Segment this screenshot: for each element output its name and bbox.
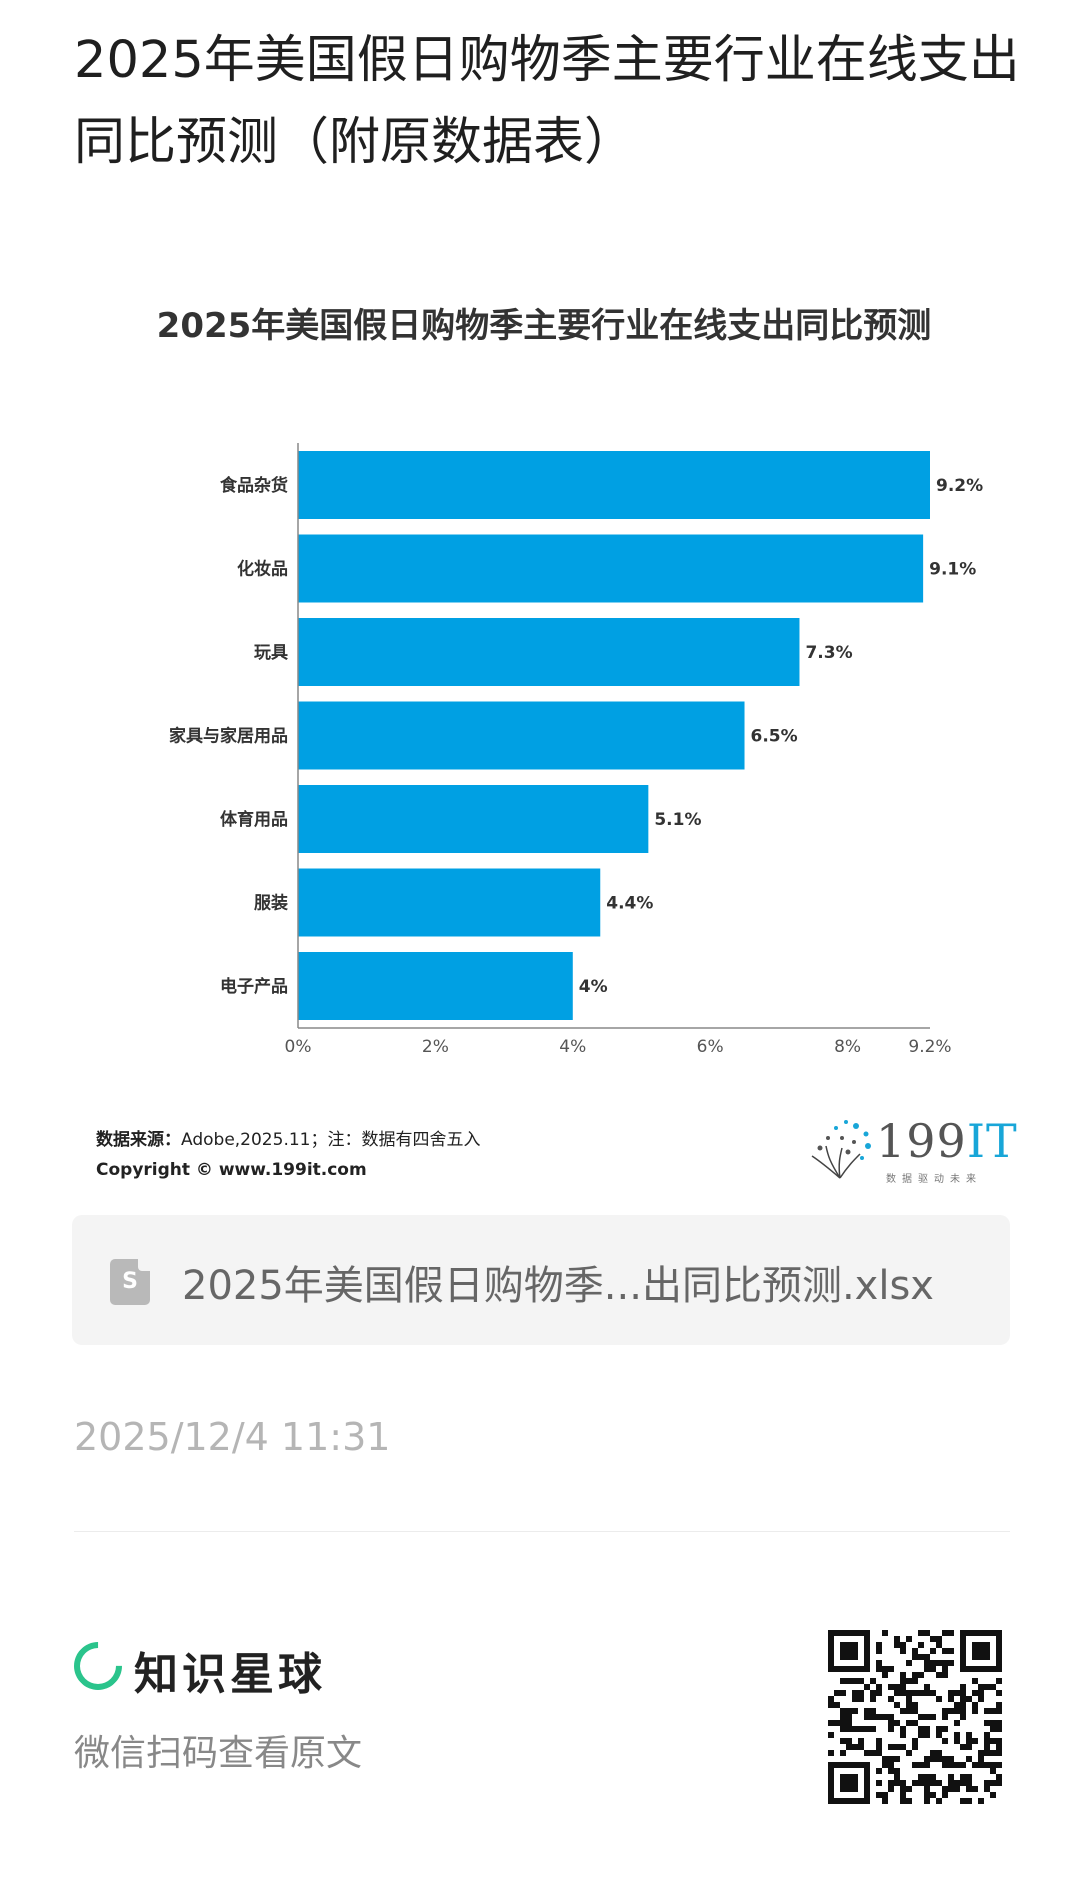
x-tick-label: 0% [285, 1037, 312, 1057]
chart-image[interactable]: 2025年美国假日购物季主要行业在线支出同比预测 食品杂货 9.2% 化妆品 9.1%… [74, 270, 1017, 1190]
category-label: 玩具 [254, 643, 288, 663]
chart-source: 数据来源：Adobe,2025.11；注：数据有四舍五入 Copyright ©… [96, 1125, 480, 1185]
post-timestamp: 2025/12/4 11:31 [74, 1415, 391, 1459]
qr-code[interactable] [828, 1630, 1002, 1804]
data-label: 5.1% [654, 810, 701, 830]
bar [298, 534, 924, 603]
copyright-text: Copyright © www.199it.com [96, 1160, 367, 1180]
category-label: 体育用品 [220, 809, 288, 830]
data-label: 7.3% [805, 643, 852, 663]
data-label: 4% [579, 977, 608, 997]
bar [298, 785, 649, 853]
199it-logo: 199IT 数据驱动未来 [806, 1108, 1017, 1188]
x-tick-label: 9.2% [908, 1037, 951, 1057]
scan-hint: 微信扫码查看原文 [74, 1733, 363, 1774]
post-title: 2025年美国假日购物季主要行业在线支出同比预测（附原数据表） [74, 31, 1020, 172]
bar [298, 868, 601, 937]
x-tick-label: 8% [834, 1037, 861, 1057]
category-label: 化妆品 [237, 559, 288, 580]
divider [74, 1531, 1010, 1532]
bar [298, 701, 745, 770]
data-label: 6.5% [751, 727, 798, 747]
logo-wordmark: 199IT [876, 1114, 1018, 1168]
bar-chart: 食品杂货 9.2% 化妆品 9.1% 玩具 7.3% 家具与家居用品 6.5% 体育用品 5.1%… [169, 443, 983, 1057]
source-label: 数据来源： [96, 1130, 181, 1150]
data-label: 4.4% [606, 894, 653, 914]
category-label: 食品杂货 [220, 475, 288, 496]
x-tick-label: 6% [697, 1037, 724, 1057]
bar [298, 618, 800, 686]
x-tick-label: 4% [559, 1037, 586, 1057]
brand-name: 知识星球 [134, 1649, 326, 1700]
x-tick-label: 2% [422, 1037, 449, 1057]
data-label: 9.1% [929, 560, 976, 580]
logo-slogan: 数据驱动未来 [886, 1174, 982, 1185]
attachment-card[interactable]: S 2025年美国假日购物季...出同比预测.xlsx [72, 1215, 1010, 1345]
bar [298, 451, 930, 519]
category-label: 服装 [254, 893, 288, 914]
spreadsheet-file-icon: S [110, 1259, 150, 1305]
zsxq-logo-icon [64, 1632, 132, 1700]
dandelion-icon [811, 1120, 871, 1179]
data-label: 9.2% [936, 476, 983, 496]
attachment-filename[interactable]: 2025年美国假日购物季...出同比预测.xlsx [182, 1263, 934, 1309]
chart-title: 2025年美国假日购物季主要行业在线支出同比预测 [156, 306, 932, 346]
category-label: 电子产品 [220, 976, 288, 997]
category-label: 家具与家居用品 [169, 726, 288, 747]
source-text: Adobe,2025.11；注：数据有四舍五入 [181, 1130, 481, 1150]
bar [298, 952, 573, 1020]
